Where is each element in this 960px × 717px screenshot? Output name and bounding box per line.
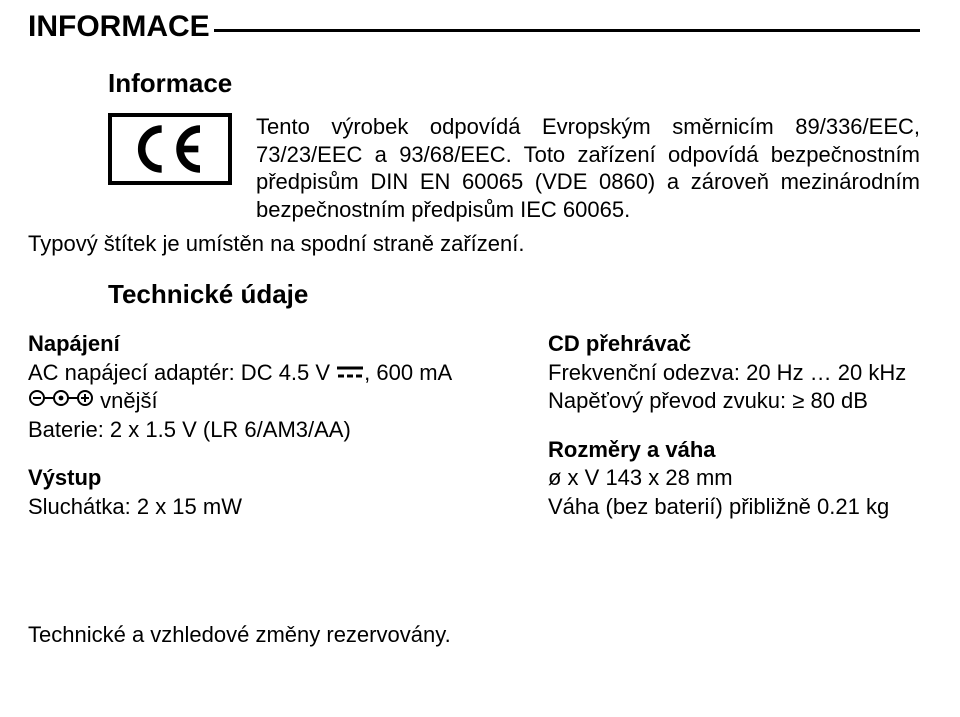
output-block: Výstup Sluchátka: 2 x 15 mW bbox=[28, 464, 458, 521]
left-column: Napájení AC napájecí adaptér: DC 4.5 V ,… bbox=[28, 330, 458, 542]
battery-line: Baterie: 2 x 1.5 V (LR 6/AM3/AA) bbox=[28, 416, 458, 445]
power-heading: Napájení bbox=[28, 330, 458, 359]
ce-mark-icon bbox=[108, 113, 232, 185]
type-label-line: Typový štítek je umístěn na spodní stran… bbox=[28, 231, 920, 257]
section-title-row: INFORMACE bbox=[28, 10, 920, 44]
right-column: CD přehrávač Frekvenční odezva: 20 Hz … … bbox=[548, 330, 920, 542]
title-rule bbox=[214, 29, 920, 32]
polarity-line: vnější bbox=[28, 387, 458, 416]
weight-line: Váha (bez baterií) přibližně 0.21 kg bbox=[548, 493, 920, 522]
section-title: INFORMACE bbox=[28, 10, 210, 44]
tech-heading: Technické údaje bbox=[108, 279, 920, 310]
output-heading: Výstup bbox=[28, 464, 458, 493]
adapter-line: AC napájecí adaptér: DC 4.5 V , 600 mA bbox=[28, 359, 458, 388]
polarity-label: vnější bbox=[94, 387, 158, 416]
adapter-pre: AC napájecí adaptér: DC 4.5 V bbox=[28, 359, 336, 388]
power-block: Napájení AC napájecí adaptér: DC 4.5 V ,… bbox=[28, 330, 458, 444]
adapter-post: , 600 mA bbox=[364, 359, 452, 388]
dim-block: Rozměry a váha ø x V 143 x 28 mm Váha (b… bbox=[548, 436, 920, 522]
spec-columns: Napájení AC napájecí adaptér: DC 4.5 V ,… bbox=[28, 330, 920, 542]
info-text: Tento výrobek odpovídá Evropským směrnic… bbox=[256, 113, 920, 223]
dc-symbol-icon bbox=[336, 359, 364, 388]
snr-line: Napěťový převod zvuku: ≥ 80 dB bbox=[548, 387, 920, 416]
cd-block: CD přehrávač Frekvenční odezva: 20 Hz … … bbox=[548, 330, 920, 416]
info-block: Tento výrobek odpovídá Evropským směrnic… bbox=[108, 113, 920, 223]
polarity-icon bbox=[28, 387, 94, 416]
output-line: Sluchátka: 2 x 15 mW bbox=[28, 493, 458, 522]
footer-note: Technické a vzhledové změny rezervovány. bbox=[28, 622, 920, 648]
dim-heading: Rozměry a váha bbox=[548, 436, 920, 465]
cd-heading: CD přehrávač bbox=[548, 330, 920, 359]
page: INFORMACE Informace Tento výrobek odpoví… bbox=[0, 0, 960, 648]
ce-mark-svg bbox=[127, 124, 213, 174]
dim-line: ø x V 143 x 28 mm bbox=[548, 464, 920, 493]
freq-line: Frekvenční odezva: 20 Hz … 20 kHz bbox=[548, 359, 920, 388]
info-heading: Informace bbox=[108, 68, 920, 99]
